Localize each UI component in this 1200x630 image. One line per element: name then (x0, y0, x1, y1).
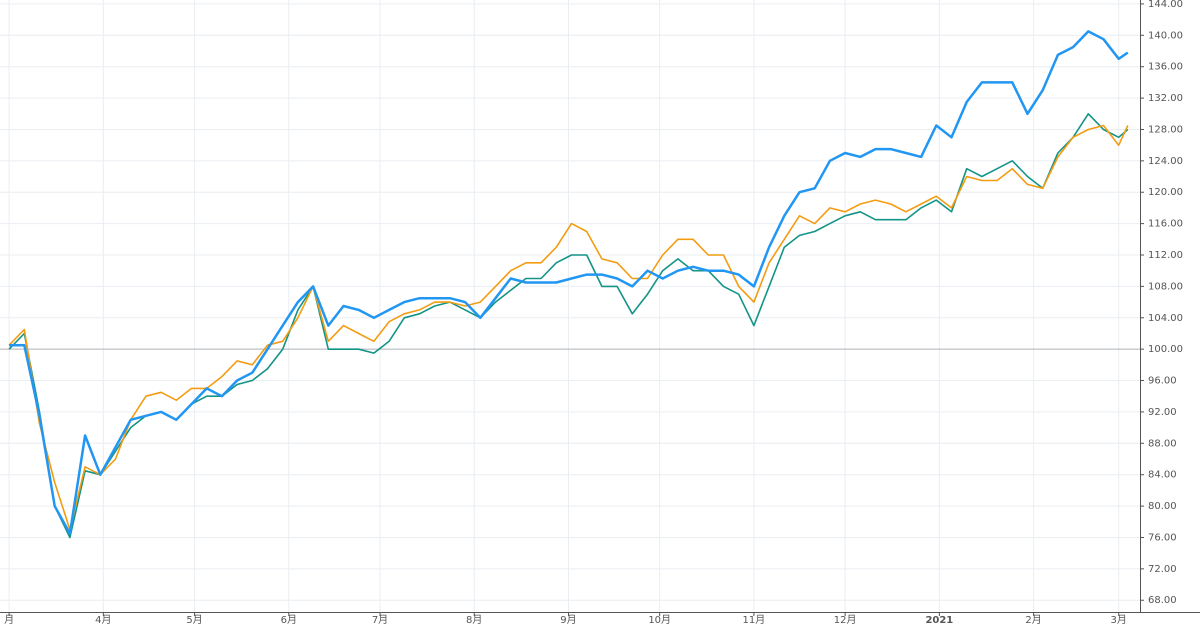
x-tick-label: 3月 (1111, 614, 1127, 626)
x-tick-label: 10月 (648, 614, 671, 626)
x-tick-label: 7月 (372, 614, 388, 626)
series-line (8, 113, 1129, 539)
x-tick-label: 月 (4, 614, 14, 626)
y-tick-label: 80.00 (1148, 501, 1177, 512)
y-tick-label: 136.00 (1148, 62, 1183, 73)
y-tick-label: 72.00 (1148, 564, 1177, 575)
x-tick-label: 6月 (281, 614, 297, 626)
y-tick-label: 108.00 (1148, 281, 1183, 292)
x-tick-label: 12月 (834, 614, 857, 626)
y-tick-label: 132.00 (1148, 93, 1183, 104)
x-tick-label: 9月 (560, 614, 576, 626)
y-tick-label: 120.00 (1148, 187, 1183, 198)
y-tick-label: 76.00 (1148, 532, 1177, 543)
x-tick-label: 2021 (925, 615, 953, 626)
y-tick-label: 128.00 (1148, 124, 1183, 135)
x-tick-label: 4月 (95, 614, 111, 626)
y-tick-label: 104.00 (1148, 313, 1183, 324)
y-tick-label: 124.00 (1148, 156, 1183, 167)
y-tick-label: 68.00 (1148, 595, 1177, 606)
y-tick-label: 144.00 (1148, 0, 1183, 10)
y-tick-label: 112.00 (1148, 250, 1183, 261)
x-tick-label: 8月 (466, 614, 482, 626)
series-line (8, 124, 1129, 531)
x-tick-label: 5月 (186, 614, 202, 626)
x-tick-label: 2月 (1025, 614, 1041, 626)
y-tick-label: 84.00 (1148, 470, 1177, 481)
y-tick-label: 92.00 (1148, 407, 1177, 418)
y-tick-label: 96.00 (1148, 376, 1177, 387)
y-tick-label: 116.00 (1148, 219, 1183, 230)
series-line (9, 30, 1129, 535)
y-tick-label: 140.00 (1148, 30, 1183, 41)
y-tick-label: 88.00 (1148, 438, 1177, 449)
x-tick-label: 11月 (743, 614, 766, 626)
y-tick-label: 100.00 (1148, 344, 1183, 355)
